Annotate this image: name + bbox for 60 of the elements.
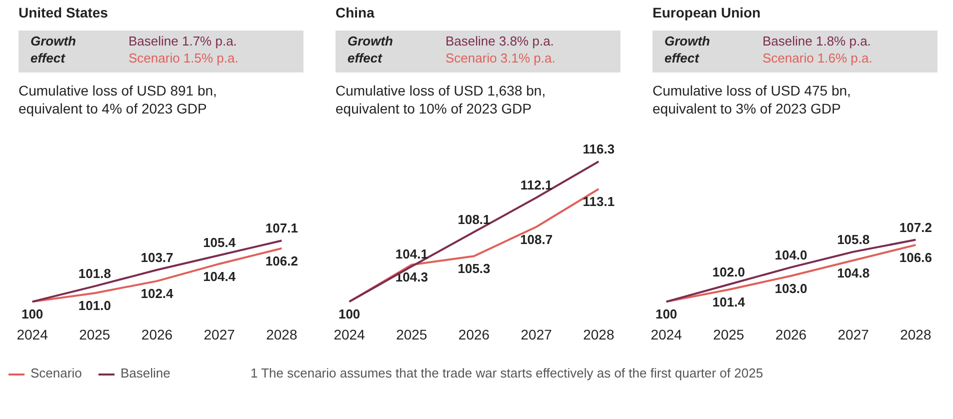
data-label: 101.8: [78, 266, 111, 282]
data-label: 108.7: [520, 232, 553, 247]
data-label: 100: [21, 306, 44, 322]
text: Growth effect: [348, 34, 394, 66]
data-label: 106.2: [265, 253, 298, 268]
x-tick-label: 2028: [583, 326, 614, 342]
x-tick-label: 2024: [16, 326, 48, 342]
data-label: 103.0: [774, 280, 808, 296]
text: Scenario 1.6% p.a.: [762, 50, 872, 66]
text: Baseline 1.7% p.a.: [128, 34, 237, 48]
data-label: 104.0: [774, 247, 808, 262]
data-label: 105.8: [837, 232, 870, 247]
data-label: 100: [338, 306, 360, 322]
x-tick-label: 2025: [713, 326, 744, 342]
data-label: 106.6: [899, 250, 932, 265]
chart-subtitle: Cumulative loss of USD 1,638 bn, equivalent to 10% of 2023 GDP: [336, 82, 546, 116]
chart-subtitle: Cumulative loss of USD 891 bn, equivalent to 4% of 2023 GDP: [18, 82, 217, 116]
text: Baseline 1.8% p.a.: [762, 34, 871, 48]
data-label: 103.7: [140, 250, 174, 265]
data-label: 101.4: [712, 294, 746, 310]
x-tick-label: 2024: [650, 326, 682, 342]
x-tick-label: 2025: [79, 326, 110, 342]
x-tick-label: 2027: [838, 326, 870, 342]
data-label: 104.1: [395, 246, 428, 262]
data-label: 102.4: [140, 286, 174, 302]
chart-title: European Union: [652, 4, 761, 20]
data-label: 104.8: [837, 265, 870, 280]
text: Growth effect: [664, 34, 710, 66]
x-tick-label: 2026: [141, 326, 173, 342]
text: Growth effect: [30, 34, 76, 66]
data-label: 104.3: [395, 270, 428, 285]
text: Scenario 1.5% p.a.: [128, 50, 238, 66]
data-label: 113.1: [582, 194, 615, 210]
chart-title: China: [336, 4, 375, 20]
legend-label: Scenario: [30, 366, 82, 380]
data-label: 105.3: [458, 261, 490, 276]
x-tick-label: 2028: [266, 326, 298, 342]
x-tick-label: 2026: [775, 326, 807, 342]
text: Scenario 3.1% p.a.: [446, 50, 556, 66]
x-tick-label: 2027: [204, 326, 236, 342]
data-label: 101.0: [78, 298, 111, 314]
x-tick-label: 2025: [396, 326, 428, 342]
chart-subtitle: Cumulative loss of USD 475 bn, equivalent to 3% of 2023 GDP: [652, 82, 851, 116]
data-label: 107.1: [265, 220, 298, 236]
data-label: 112.1: [520, 178, 552, 193]
data-label: 102.0: [712, 264, 745, 280]
text: Baseline 3.8% p.a.: [446, 34, 554, 48]
x-tick-label: 2024: [334, 326, 366, 342]
data-label: 100: [655, 306, 678, 322]
data-label: 105.4: [203, 235, 236, 250]
data-label: 107.2: [899, 220, 932, 235]
chart-title: United States: [18, 4, 108, 20]
data-label: 108.1: [458, 212, 490, 228]
x-tick-label: 2026: [458, 326, 490, 342]
x-tick-label: 2028: [900, 326, 932, 342]
legend-label: Baseline: [120, 366, 170, 380]
text: 1 The scenario assumes that the trade war starts effectively as of the first quarter of 2025: [250, 366, 764, 380]
data-label: 116.3: [582, 142, 615, 157]
x-tick-label: 2027: [520, 326, 552, 342]
data-label: 104.4: [203, 268, 236, 284]
